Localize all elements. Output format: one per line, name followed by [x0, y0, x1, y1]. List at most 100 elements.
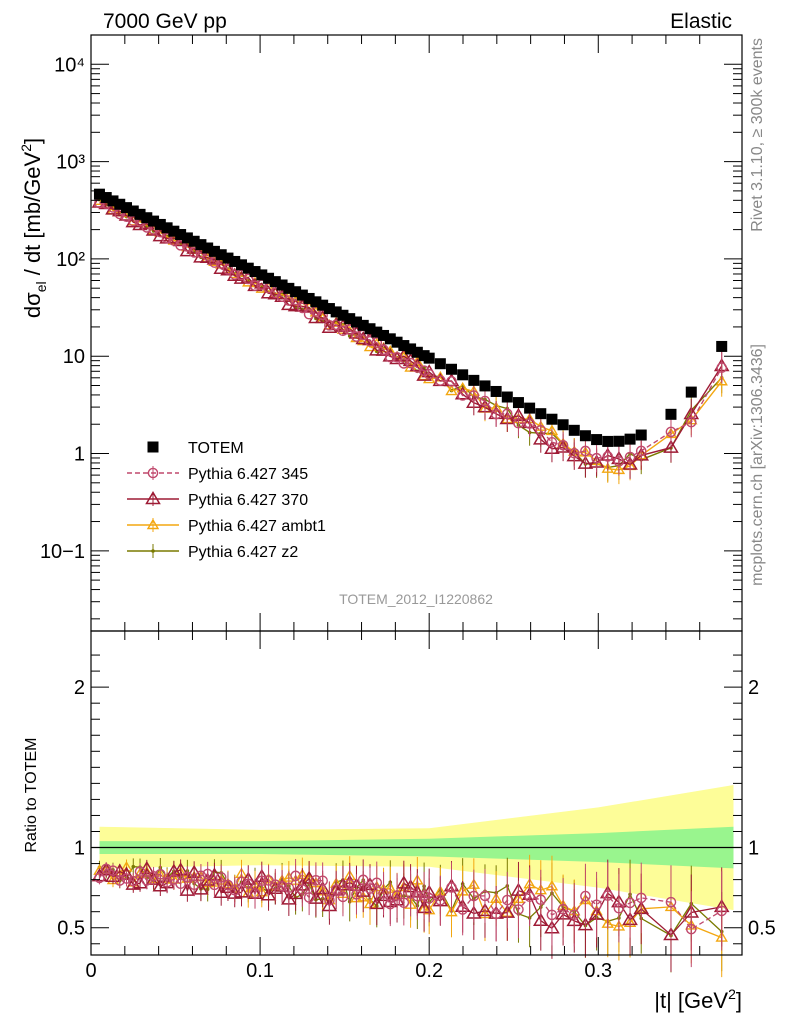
data-point: [663, 927, 679, 941]
series-1: [94, 197, 728, 476]
data-point: [127, 205, 139, 217]
data-point: [175, 229, 187, 241]
y-tick-label: 10−1: [40, 541, 85, 563]
data-point: [188, 235, 200, 247]
data-point: [344, 879, 356, 890]
x-tick-label: 0.3: [584, 960, 612, 982]
data-point: [188, 879, 200, 891]
data-point: [283, 282, 295, 294]
data-point: [635, 445, 647, 457]
data-point: [398, 897, 410, 909]
data-point: [175, 878, 186, 890]
data-point: [114, 198, 126, 210]
data-point: [134, 208, 146, 220]
ratio-y-tick-label-right: 1: [748, 838, 759, 860]
data-point: [568, 447, 580, 459]
data-point: [249, 280, 261, 292]
ratio-xlabel: |t| [GeV2]: [654, 986, 742, 1013]
data-point: [256, 269, 268, 281]
data-point: [296, 289, 308, 301]
data-point: [665, 408, 677, 420]
y-tick-label: 10⁴: [54, 54, 85, 76]
x-tick-label: 0: [85, 960, 96, 982]
data-point: [454, 386, 471, 400]
data-point: [330, 319, 342, 331]
data-point: [624, 451, 636, 463]
data-point: [100, 192, 112, 204]
data-point: [134, 866, 146, 877]
data-point: [716, 362, 728, 373]
data-point: [364, 883, 376, 894]
data-point: [297, 302, 308, 314]
legend-label: Pythia 6.427 370: [188, 492, 308, 509]
data-point: [330, 306, 342, 318]
ratio-line: [99, 867, 722, 936]
data-point: [532, 431, 549, 445]
ratio-y-tick-label-right: 0.5: [748, 918, 776, 940]
data-point: [364, 323, 376, 335]
main-frame: [90, 34, 743, 632]
y-tick-label: 10³: [56, 152, 85, 174]
data-point: [389, 351, 405, 365]
data-point: [398, 358, 410, 369]
data-point: [546, 413, 558, 425]
data-point: [121, 202, 133, 214]
data-point: [446, 882, 457, 893]
data-point: [468, 374, 480, 386]
data-point: [601, 462, 614, 473]
data-point: [613, 456, 625, 467]
data-point: [378, 888, 389, 899]
data-point: [154, 218, 166, 230]
data-point: [371, 337, 383, 348]
data-point: [591, 434, 603, 446]
data-point: [161, 876, 173, 888]
data-point: [635, 429, 647, 441]
data-point: [580, 445, 591, 457]
data-point: [249, 266, 261, 278]
data-point: [127, 875, 139, 887]
ratio-y-tick-label: 1: [74, 838, 85, 860]
main-y-axis: 10−1 1 10 10² 10³ 10⁴: [40, 34, 742, 620]
data-point: [155, 869, 166, 880]
data-point: [546, 436, 558, 448]
y-tick-label: 10²: [56, 249, 85, 271]
data-point: [371, 877, 383, 889]
data-point: [242, 262, 254, 274]
data-point: [479, 890, 491, 902]
data-point: [235, 259, 247, 271]
data-point: [635, 892, 647, 904]
data-point: [263, 272, 275, 284]
data-point: [208, 245, 220, 257]
data-point: [490, 385, 502, 397]
data-point: [405, 888, 416, 899]
data-point: [294, 298, 311, 312]
data-point: [591, 899, 602, 911]
data-point: [613, 902, 625, 914]
data-point: [535, 894, 547, 906]
data-point: [290, 870, 301, 882]
data-point: [568, 909, 580, 921]
data-point: [215, 249, 227, 261]
data-point: [202, 868, 213, 880]
data-point: [468, 890, 480, 902]
data-point: [445, 384, 458, 396]
data-point: [151, 549, 155, 553]
data-point: [685, 416, 697, 428]
data-point: [557, 419, 569, 431]
main-plot-area: [91, 188, 730, 485]
x-tick-label: 0.2: [415, 960, 443, 982]
data-point: [434, 358, 446, 370]
data-point: [195, 239, 207, 251]
data-point: [577, 917, 594, 931]
data-point: [535, 425, 547, 436]
data-point: [479, 395, 491, 407]
data-point: [276, 279, 288, 291]
legend-label: Pythia 6.427 ambt1: [188, 518, 326, 535]
data-point: [423, 368, 435, 380]
data-point: [290, 286, 302, 298]
data-point: [229, 269, 241, 280]
data-point: [602, 451, 614, 462]
data-point: [557, 439, 569, 451]
data-point: [209, 257, 220, 268]
data-point: [445, 905, 458, 917]
